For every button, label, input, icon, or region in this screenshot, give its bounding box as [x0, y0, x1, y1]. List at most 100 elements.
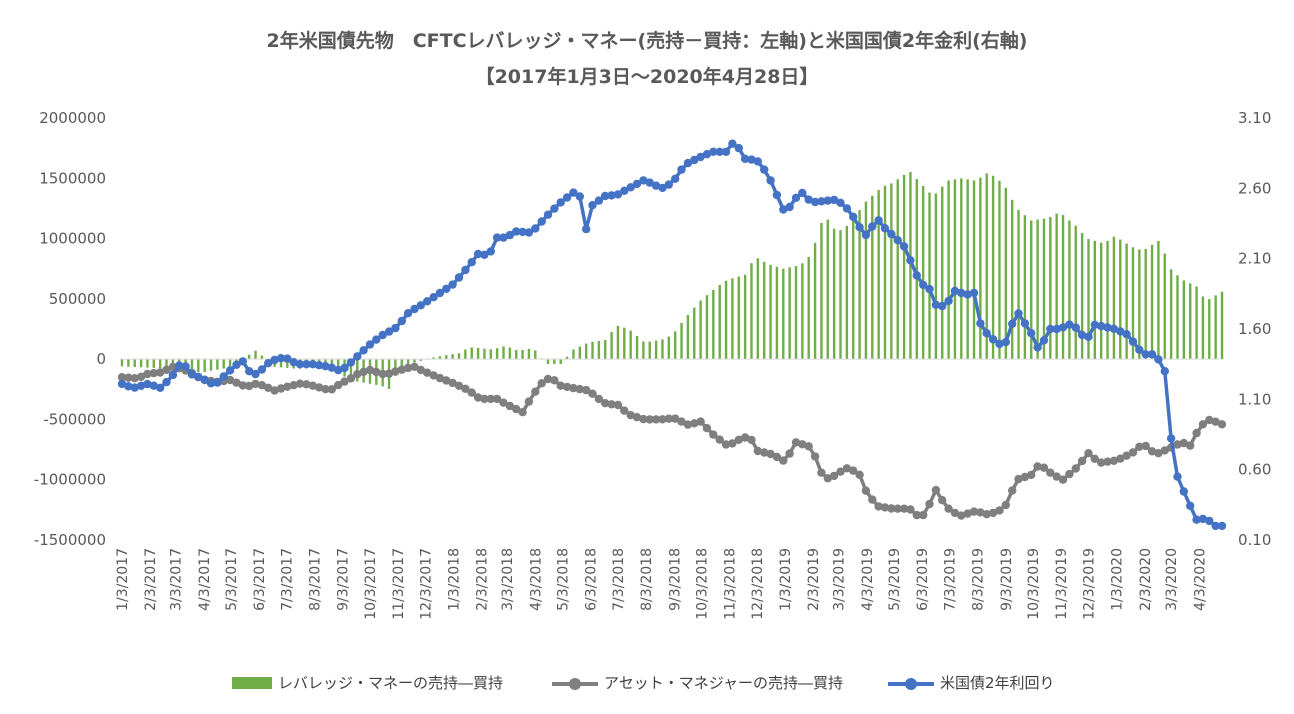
marker-asset-manager: [295, 379, 305, 388]
marker-yield: [1001, 337, 1010, 347]
marker-asset-manager: [702, 424, 712, 433]
marker-yield: [1046, 324, 1055, 334]
marker-yield: [543, 210, 553, 219]
marker-asset-manager: [391, 367, 400, 376]
bar-leveraged: [680, 322, 683, 360]
x-tick-label: 12/3/2018: [750, 548, 766, 620]
marker-yield: [950, 286, 960, 296]
bar-leveraged: [1163, 253, 1166, 360]
marker-yield: [232, 360, 241, 369]
legend-item-leveraged: レバレッジ・マネーの売持―買持: [232, 672, 503, 693]
bar-leveraged: [489, 349, 492, 360]
marker-yield: [988, 335, 998, 344]
y-right-tick-label: 1.10: [1238, 390, 1271, 408]
marker-asset-manager: [378, 369, 387, 379]
bar-leveraged: [419, 359, 423, 361]
y-left-tick-label: 500000: [49, 290, 106, 308]
marker-asset-manager: [302, 380, 311, 389]
bar-leveraged: [661, 339, 664, 360]
bar-leveraged: [139, 359, 143, 368]
bar-leveraged: [953, 179, 957, 360]
marker-asset-manager: [855, 470, 864, 479]
marker-asset-manager: [543, 374, 553, 384]
x-tick-label: 9/3/2018: [667, 548, 683, 611]
marker-yield: [963, 290, 972, 299]
bar-leveraged: [1119, 239, 1122, 360]
marker-yield: [200, 375, 209, 384]
marker-yield: [391, 323, 400, 333]
marker-asset-manager: [1071, 464, 1081, 473]
marker-yield: [995, 339, 1004, 349]
marker-yield: [1052, 324, 1061, 334]
bar-leveraged: [896, 179, 899, 360]
bar-leveraged: [1030, 220, 1033, 360]
bar-leveraged: [222, 359, 225, 369]
marker-asset-manager: [899, 504, 909, 513]
marker-asset-manager: [480, 394, 489, 404]
marker-asset-manager: [537, 379, 546, 388]
marker-yield: [969, 288, 979, 298]
marker-yield: [779, 205, 788, 214]
legend-swatch-bar: [232, 676, 272, 689]
marker-asset-manager: [944, 504, 953, 513]
x-tick-label: 10/3/2017: [363, 548, 379, 620]
marker-yield: [1141, 350, 1150, 359]
marker-yield: [1211, 521, 1220, 531]
marker-asset-manager: [397, 365, 406, 374]
bar-leveraged: [712, 289, 715, 360]
marker-asset-manager: [823, 474, 832, 483]
bar-leveraged: [572, 349, 575, 360]
marker-asset-manager: [626, 411, 635, 420]
marker-yield: [887, 229, 896, 239]
marker-yield: [1027, 329, 1036, 338]
marker-asset-manager: [403, 363, 413, 373]
marker-asset-manager: [938, 496, 947, 505]
marker-asset-manager: [1198, 420, 1208, 429]
marker-yield: [372, 335, 381, 344]
marker-asset-manager: [346, 374, 356, 383]
marker-asset-manager: [766, 449, 775, 459]
marker-asset-manager: [607, 400, 616, 409]
bar-leveraged: [591, 341, 594, 360]
marker-yield: [289, 358, 298, 367]
y-right-tick-label: 3.10: [1238, 109, 1271, 127]
marker-yield: [925, 284, 934, 294]
marker-yield: [410, 304, 419, 314]
bar-leveraged: [1023, 215, 1027, 360]
marker-asset-manager: [1211, 417, 1220, 426]
marker-yield: [1217, 521, 1227, 531]
marker-asset-manager: [1154, 449, 1163, 458]
legend-swatch-blue-line: [888, 676, 934, 690]
bar-leveraged: [941, 186, 944, 360]
bar-leveraged: [203, 359, 206, 372]
x-tick-label: 2/3/2019: [806, 548, 822, 611]
marker-yield: [721, 147, 731, 156]
marker-asset-manager: [461, 384, 470, 393]
bar-leveraged: [1010, 199, 1014, 360]
bar-leveraged: [858, 210, 861, 360]
marker-asset-manager: [1128, 448, 1138, 457]
x-tick-label: 2/3/2017: [143, 548, 159, 611]
y-right-tick-label: 1.60: [1238, 320, 1271, 338]
bar-leveraged: [565, 356, 569, 360]
marker-yield: [473, 249, 483, 259]
bar-leveraged: [737, 276, 740, 360]
marker-asset-manager: [804, 442, 813, 451]
marker-yield: [264, 359, 273, 368]
marker-yield: [569, 188, 578, 197]
marker-asset-manager: [1052, 472, 1061, 481]
marker-asset-manager: [283, 382, 292, 391]
bar-leveraged: [629, 330, 632, 360]
marker-asset-manager: [473, 393, 483, 402]
marker-yield: [276, 354, 286, 363]
x-tick-label: 10/3/2018: [695, 548, 711, 620]
y-right-tick-label: 0.10: [1238, 531, 1271, 549]
marker-asset-manager: [1179, 438, 1189, 448]
bar-leveraged: [1055, 213, 1058, 360]
marker-asset-manager: [130, 374, 139, 383]
marker-asset-manager: [1109, 456, 1119, 465]
marker-yield: [206, 379, 216, 388]
marker-yield: [175, 361, 184, 370]
marker-asset-manager: [1173, 440, 1182, 449]
marker-asset-manager: [1014, 474, 1023, 484]
